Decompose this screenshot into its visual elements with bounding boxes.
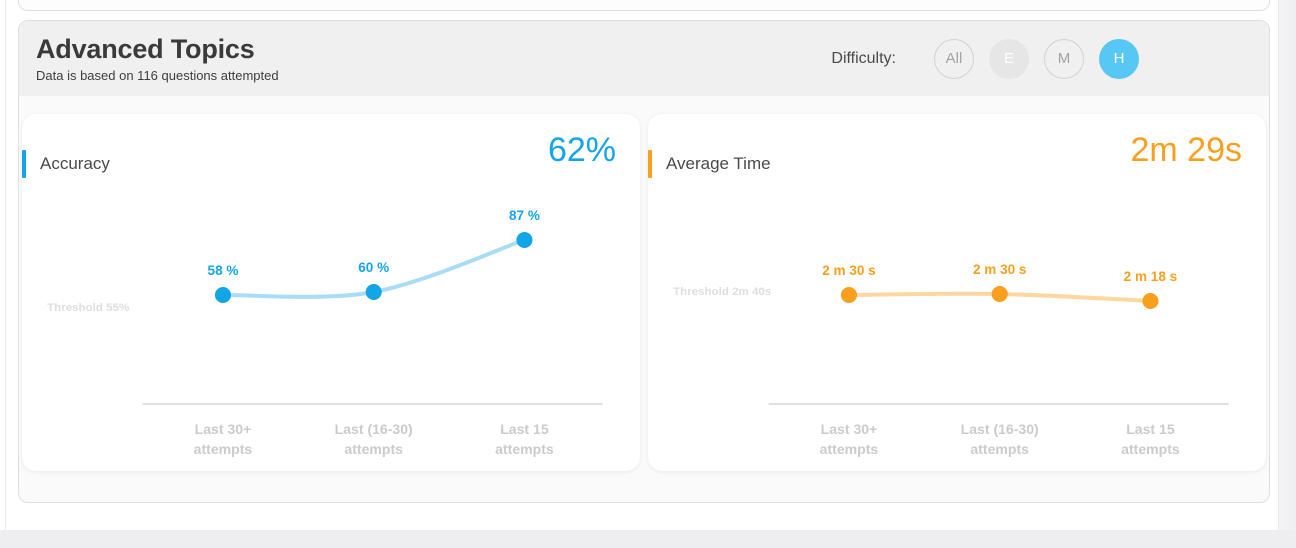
difficulty-selector: Difficulty: All E M H (831, 38, 1139, 79)
average-time-accent-bar (648, 150, 652, 179)
accuracy-card: Accuracy 62% Threshold 55% 58 % Last 30+ at… (22, 114, 640, 472)
data-point-label: 2 m 30 s (973, 262, 1026, 277)
average-time-value: 2m 29s (1130, 131, 1243, 170)
section-subtitle: Data is based on 116 questions attempted (36, 68, 279, 84)
threshold-label: Threshold 2m 40s (673, 286, 771, 298)
page-bottom-gutter (0, 530, 1296, 548)
average-time-card: Average Time 2m 29s Threshold 2m 40s 2 m … (648, 114, 1266, 472)
data-point (840, 287, 858, 304)
x-tick-label: Last 30+ attempts (820, 421, 879, 457)
x-tick-label: Last 30+ attempts (194, 421, 253, 457)
accuracy-label-wrap: Accuracy (22, 150, 110, 179)
data-point (214, 287, 232, 304)
difficulty-pills: All E M H (934, 38, 1139, 79)
section-header: Advanced Topics Data is based on 116 que… (19, 21, 1269, 97)
data-point-label: 2 m 18 s (1124, 269, 1177, 284)
page-left-edge (5, 0, 6, 530)
data-point (1142, 293, 1159, 310)
accuracy-card-header: Accuracy 62% (22, 131, 640, 179)
difficulty-pill-m[interactable]: M (1044, 38, 1084, 79)
difficulty-pill-all[interactable]: All (934, 38, 974, 79)
x-tick-label: Last (16-30) attempts (961, 421, 1039, 457)
data-point-label: 87 % (509, 208, 540, 223)
title-block: Advanced Topics Data is based on 116 que… (36, 34, 279, 83)
difficulty-label: Difficulty: (831, 49, 896, 67)
threshold-label: Threshold 55% (47, 302, 129, 314)
charts-row: Accuracy 62% Threshold 55% 58 % Last 30+ at… (22, 114, 1266, 472)
accuracy-chart: Threshold 55% 58 % Last 30+ attempts 60 % Las… (47, 208, 603, 457)
average-time-label-wrap: Average Time (648, 150, 771, 179)
data-point-label: 60 % (358, 260, 389, 275)
data-point-label: 58 % (208, 263, 239, 278)
data-point (365, 284, 382, 301)
data-point-label: 2 m 30 s (822, 263, 875, 278)
x-tick-label: Last 15 attempts (1121, 421, 1180, 457)
x-tick-label: Last (16-30) attempts (335, 421, 413, 457)
difficulty-pill-h[interactable]: H (1099, 38, 1139, 79)
average-time-card-header: Average Time 2m 29s (648, 131, 1266, 179)
data-point (516, 232, 533, 249)
page-right-gutter (1278, 0, 1296, 530)
average-time-chart: Threshold 2m 40s 2 m 30 s Last 30+ attempts… (673, 262, 1229, 457)
accuracy-card-title: Accuracy (40, 154, 110, 174)
difficulty-pill-e[interactable]: E (989, 38, 1029, 79)
x-tick-label: Last 15 attempts (495, 421, 554, 457)
data-point (991, 286, 1008, 303)
average-time-card-title: Average Time (666, 154, 771, 174)
previous-section-edge (18, 0, 1270, 11)
accuracy-value: 62% (547, 131, 616, 170)
section-title: Advanced Topics (36, 34, 255, 64)
accuracy-accent-bar (22, 150, 26, 179)
advanced-topics-section: Advanced Topics Data is based on 116 que… (18, 20, 1270, 503)
